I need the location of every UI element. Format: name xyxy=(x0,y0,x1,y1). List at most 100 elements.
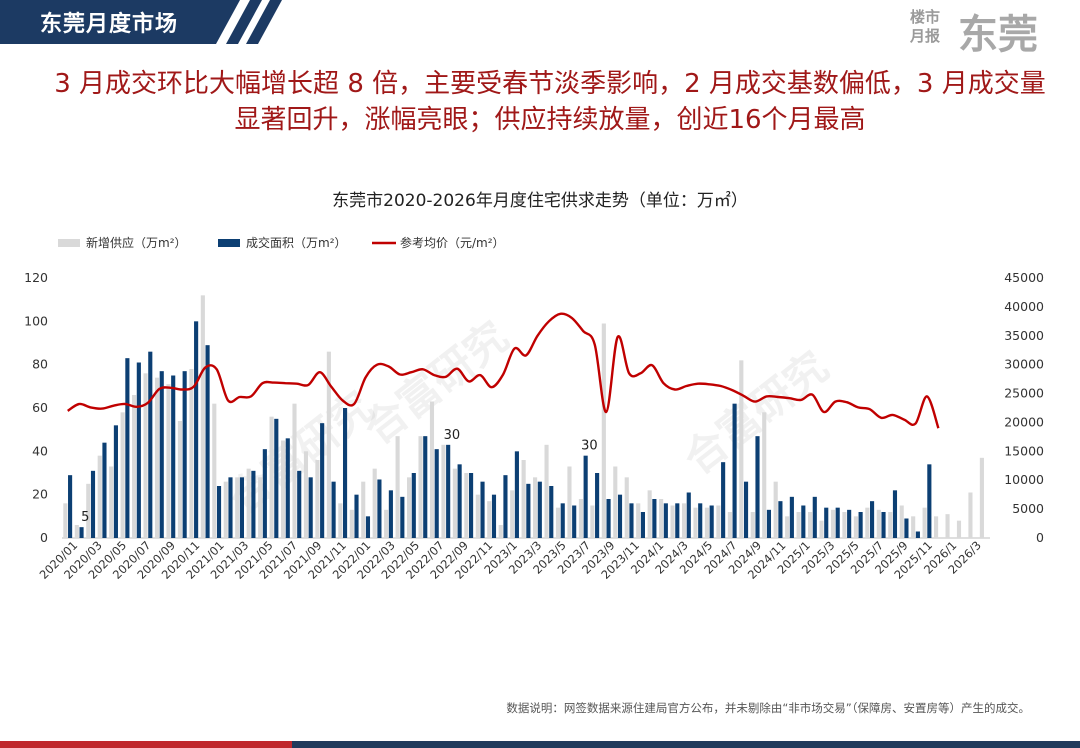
deal-bar xyxy=(847,509,852,538)
deal-bar xyxy=(892,490,898,538)
data-note: 数据说明：网签数据来源住建局官方公布，并未剔除由“非市场交易”（保障房、安置房等… xyxy=(506,701,1030,715)
deal-bar xyxy=(113,425,118,538)
deal-bar xyxy=(354,494,359,538)
deal-bar xyxy=(457,464,462,538)
deal-bar xyxy=(400,496,405,538)
supply-bar xyxy=(590,505,595,538)
supply-bar xyxy=(429,401,435,538)
supply-bar xyxy=(349,509,354,538)
deal-bar xyxy=(583,455,588,538)
supply-bar xyxy=(441,444,446,538)
supply-bar xyxy=(785,516,790,538)
supply-bar xyxy=(979,457,984,538)
deal-bar xyxy=(182,371,187,538)
supply-bar xyxy=(704,507,710,538)
supply-bar xyxy=(97,455,102,538)
deal-bar xyxy=(480,481,485,538)
supply-bar xyxy=(727,512,732,538)
supply-bar xyxy=(636,503,641,538)
supply-bar xyxy=(945,514,950,538)
supply-bar xyxy=(739,360,744,538)
y-left-tick-label: 0 xyxy=(40,530,48,545)
supply-bar xyxy=(258,477,263,538)
deal-bar xyxy=(743,481,749,538)
supply-bar xyxy=(109,466,114,538)
supply-bar xyxy=(819,520,824,538)
deal-data-label: 30 xyxy=(444,428,461,443)
deal-bar xyxy=(721,462,726,538)
deal-bar xyxy=(755,436,760,538)
legend-label: 新增供应（万m²） xyxy=(86,235,187,250)
supply-bar xyxy=(395,436,400,538)
y-right-tick-label: 45000 xyxy=(1004,270,1044,285)
deal-bar xyxy=(446,444,451,538)
deal-bar xyxy=(68,475,73,538)
deal-bar xyxy=(778,501,783,538)
brand-big-text: 东莞 xyxy=(958,12,1038,58)
supply-bar xyxy=(956,520,962,538)
supply-bar xyxy=(292,403,297,538)
supply-bar xyxy=(796,512,801,538)
deal-bar xyxy=(732,403,737,538)
headline: 3 月成交环比大幅增长超 8 倍，主要受春节淡季影响，2 月成交基数偏低，3 月… xyxy=(20,66,1080,138)
supply-bar xyxy=(544,444,549,538)
supply-bar xyxy=(315,460,320,538)
deal-bar xyxy=(79,527,84,538)
supply-bar xyxy=(659,499,664,538)
supply-bar xyxy=(555,507,561,538)
y-right-tick-label: 40000 xyxy=(1004,299,1044,314)
supply-bar xyxy=(269,416,274,538)
deal-bar xyxy=(652,499,657,538)
supply-bar xyxy=(475,494,480,538)
deal-bar xyxy=(377,479,382,538)
deal-bar xyxy=(904,518,909,538)
legend-label: 成交面积（万m²） xyxy=(246,235,347,250)
deal-bar xyxy=(663,503,668,538)
supply-bar xyxy=(762,412,767,538)
supply-bar xyxy=(842,512,847,538)
deal-bar xyxy=(858,512,863,538)
supply-bar xyxy=(899,505,904,538)
supply-bar xyxy=(338,503,343,538)
supply-bar xyxy=(407,477,412,538)
legend-swatch-2 xyxy=(218,239,240,247)
deal-bar xyxy=(194,321,199,538)
supply-bar xyxy=(750,512,755,538)
deal-bar xyxy=(870,501,875,538)
legend-swatch-1 xyxy=(58,239,80,247)
y-right-tick-label: 25000 xyxy=(1004,386,1044,401)
deal-data-label: 5 xyxy=(81,510,89,525)
headline-line-2: 显著回升，涨幅亮眼；供应持续放量，创近16个月最高 xyxy=(234,105,866,135)
y-left-tick-label: 40 xyxy=(32,443,48,458)
deal-bar xyxy=(927,464,932,538)
supply-bar xyxy=(86,483,91,538)
supply-bar xyxy=(74,525,79,538)
deal-bar xyxy=(881,512,886,538)
deal-bar xyxy=(308,477,313,538)
supply-bar xyxy=(968,492,973,538)
deal-bar xyxy=(503,475,508,538)
y-left-tick-label: 100 xyxy=(24,313,48,328)
supply-bar xyxy=(601,323,606,538)
footer-stripe-navy xyxy=(292,741,1080,748)
deal-bar xyxy=(228,477,233,538)
legend-label: 参考均价（元/m²） xyxy=(400,235,505,250)
supply-bar xyxy=(464,473,469,538)
deal-bar xyxy=(606,499,611,538)
deal-bar xyxy=(365,516,371,538)
deal-bar xyxy=(801,505,806,538)
y-left-tick-label: 20 xyxy=(32,487,48,502)
supply-bar xyxy=(578,499,583,538)
deal-bar xyxy=(148,351,153,538)
brand-small-text: 楼市月报 xyxy=(910,8,941,45)
supply-bar xyxy=(212,403,217,538)
deal-data-label: 30 xyxy=(581,439,598,454)
supply-bar xyxy=(624,477,629,538)
deal-bar xyxy=(423,436,428,538)
deal-bar xyxy=(90,470,96,538)
supply-bar xyxy=(223,481,228,538)
supply-bar xyxy=(280,440,286,538)
supply-bar xyxy=(132,395,137,538)
deal-bar xyxy=(159,371,164,538)
deal-bar xyxy=(789,496,794,538)
